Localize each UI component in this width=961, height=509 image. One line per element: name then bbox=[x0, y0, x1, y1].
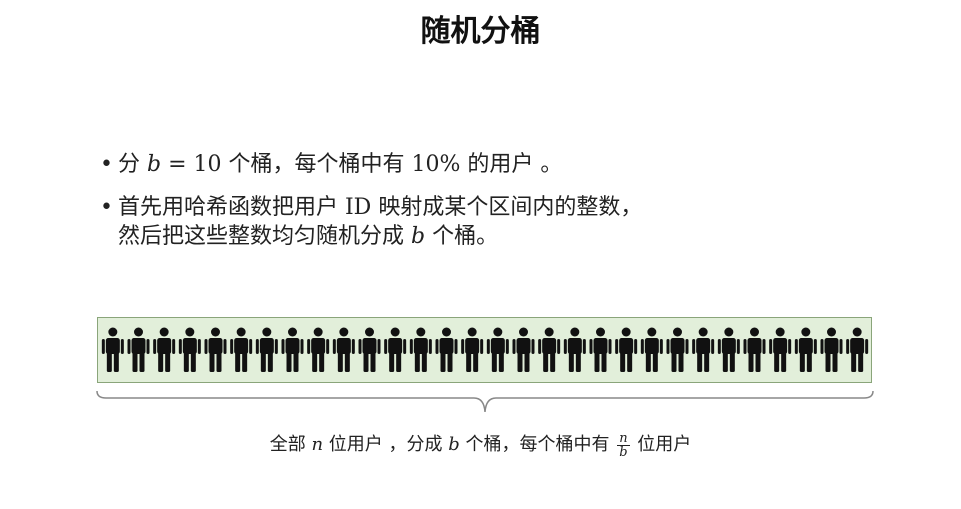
person-icon bbox=[307, 327, 330, 372]
bullet-line: 分 b = 10 个桶，每个桶中有 10% 的用户 。 bbox=[118, 150, 900, 179]
person-icon bbox=[153, 327, 176, 372]
person-icon bbox=[461, 327, 484, 372]
person-icon bbox=[255, 327, 278, 372]
person-icon bbox=[769, 327, 792, 372]
person-icon bbox=[846, 327, 869, 372]
bullet-dot: • bbox=[100, 195, 113, 220]
curly-brace bbox=[96, 390, 874, 413]
person-icon bbox=[101, 327, 124, 372]
person-icon bbox=[384, 327, 407, 372]
bullet-text: 分 bbox=[118, 152, 147, 177]
bullet-text: 首先用哈希函数把用户 ID 映射成某个区间内的整数， bbox=[118, 195, 643, 220]
person-icon bbox=[230, 327, 253, 372]
person-icon bbox=[486, 327, 509, 372]
bullet-text: 个桶。 bbox=[425, 224, 499, 249]
person-icon bbox=[589, 327, 612, 372]
person-icon bbox=[615, 327, 638, 372]
person-icon bbox=[563, 327, 586, 372]
people-figures bbox=[101, 327, 869, 372]
bullet-text: = 10 个桶，每个桶中有 10% 的用户 。 bbox=[161, 152, 563, 177]
person-icon bbox=[666, 327, 689, 372]
person-icon bbox=[358, 327, 381, 372]
person-icon bbox=[820, 327, 843, 372]
person-icon bbox=[538, 327, 561, 372]
person-icon bbox=[794, 327, 817, 372]
caption-text: 个桶，每个桶中有 bbox=[459, 434, 616, 455]
person-icon bbox=[332, 327, 355, 372]
bullet-text: 然后把这些整数均匀随机分成 bbox=[118, 224, 411, 249]
person-icon bbox=[204, 327, 227, 372]
fraction-denominator: b bbox=[619, 444, 628, 460]
person-icon bbox=[640, 327, 663, 372]
caption-text: 全部 bbox=[269, 434, 312, 455]
person-icon bbox=[281, 327, 304, 372]
person-icon bbox=[692, 327, 715, 372]
caption-text: 位用户 bbox=[631, 434, 692, 455]
people-row bbox=[100, 326, 870, 376]
fraction-numerator: n bbox=[617, 430, 630, 446]
person-icon bbox=[178, 327, 201, 372]
bullet-item: • 首先用哈希函数把用户 ID 映射成某个区间内的整数， 然后把这些整数均匀随机… bbox=[100, 193, 900, 251]
person-icon bbox=[409, 327, 432, 372]
person-icon bbox=[743, 327, 766, 372]
slide-title: 随机分桶 bbox=[420, 14, 541, 49]
math-variable: n bbox=[311, 434, 324, 455]
users-bar bbox=[97, 317, 872, 383]
bullet-line: 首先用哈希函数把用户 ID 映射成某个区间内的整数， bbox=[118, 193, 900, 222]
person-icon bbox=[127, 327, 150, 372]
math-variable: b bbox=[411, 224, 426, 249]
math-variable: b bbox=[147, 152, 162, 177]
bullet-list: • 分 b = 10 个桶，每个桶中有 10% 的用户 。 • 首先用哈希函数把… bbox=[100, 150, 900, 265]
caption-text: 位用户 ，分成 bbox=[323, 434, 449, 455]
person-icon bbox=[435, 327, 458, 372]
bullet-dot: • bbox=[100, 152, 113, 177]
person-icon bbox=[512, 327, 535, 372]
math-variable: b bbox=[448, 434, 460, 455]
bullet-line: 然后把这些整数均匀随机分成 b 个桶。 bbox=[118, 222, 900, 251]
person-icon bbox=[717, 327, 740, 372]
bullet-item: • 分 b = 10 个桶，每个桶中有 10% 的用户 。 bbox=[100, 150, 900, 179]
